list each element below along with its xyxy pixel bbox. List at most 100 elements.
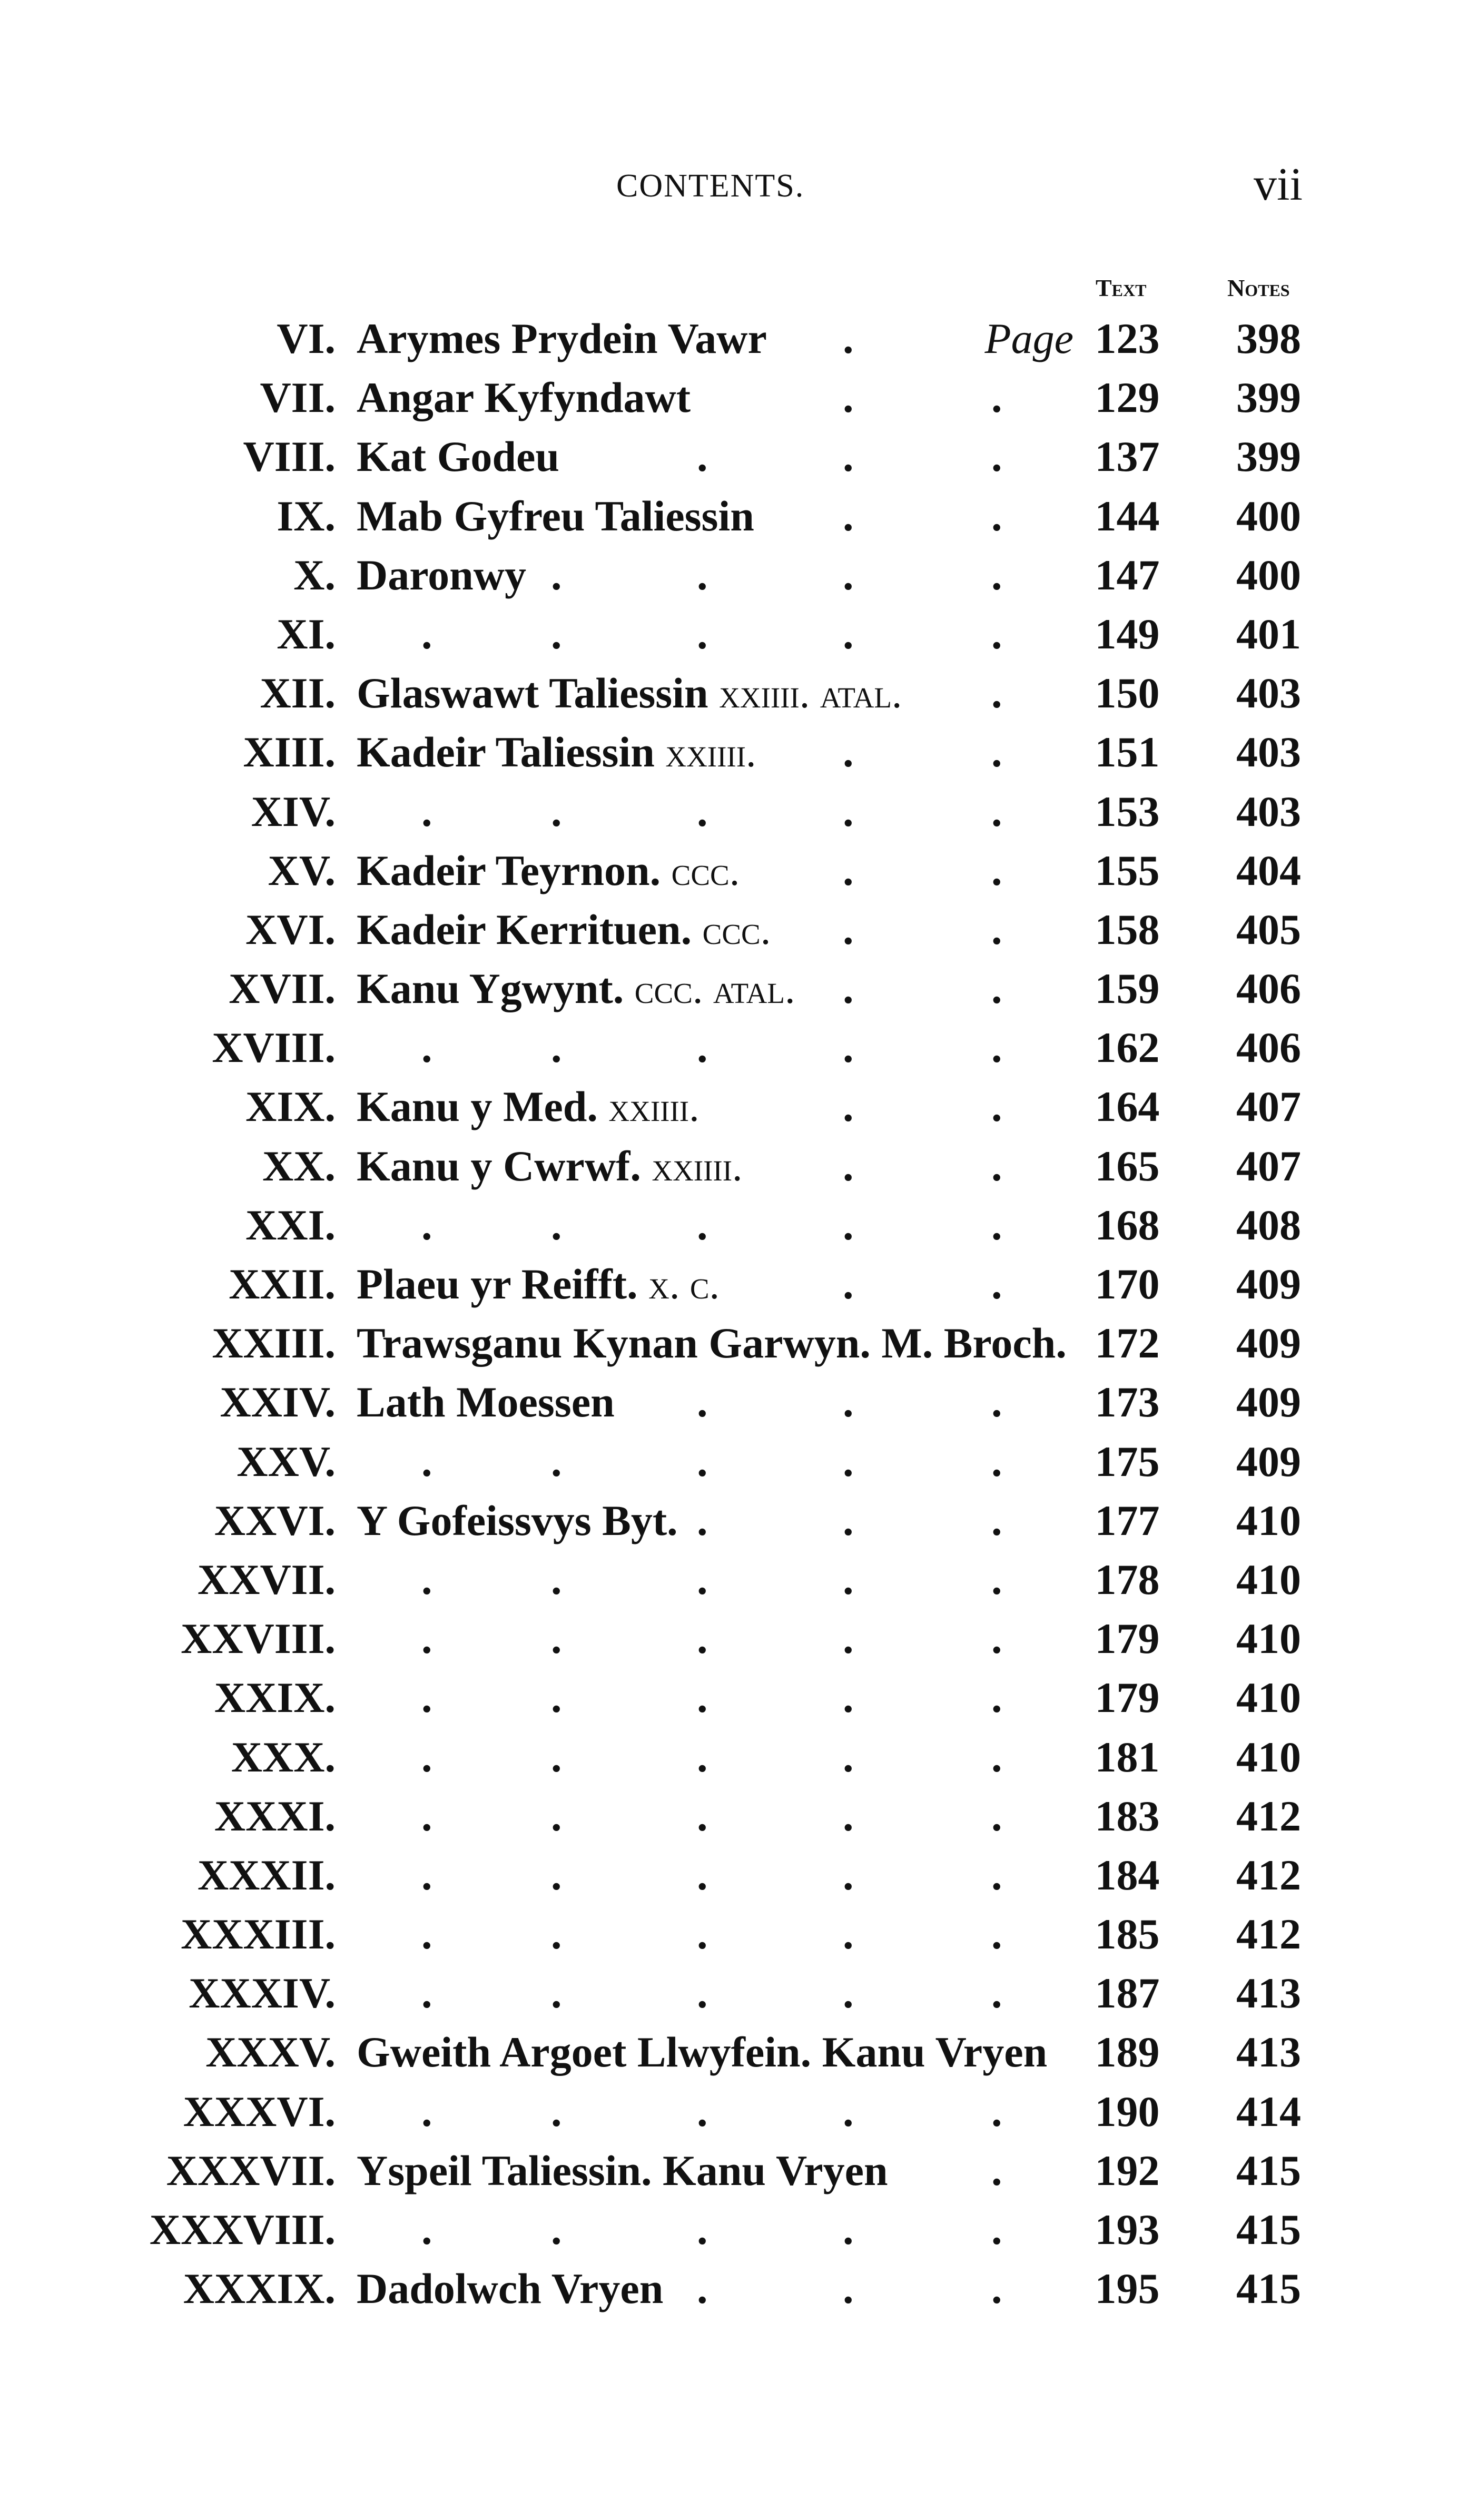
- leader-dot: .: [697, 550, 708, 599]
- text-page: 165: [1095, 1141, 1160, 1190]
- notes-page: 415: [1236, 2206, 1301, 2253]
- leader-dot: .: [843, 964, 854, 1013]
- leader-dot: .: [843, 846, 854, 894]
- leader-dot: .: [843, 787, 854, 835]
- leader-dot: .: [843, 1200, 854, 1249]
- entry-number: XXIII.: [212, 1319, 336, 1367]
- text-page: 172: [1095, 1319, 1160, 1367]
- entry-title: Arymes Prydein Vawr: [357, 309, 767, 368]
- leader-dot: .: [843, 2265, 854, 2313]
- contents-entry: XXIV. Lath Moessen 173 409...: [0, 1373, 1458, 1432]
- leader-dot: .: [551, 1023, 562, 1072]
- leader-dot: .: [697, 1969, 708, 2017]
- leader-dot: .: [697, 1791, 708, 1840]
- leader-dot: .: [991, 669, 1002, 717]
- entry-title-main: Daronwy: [357, 550, 526, 599]
- entry-title: Kadeir Kerrituen. ccc.: [357, 900, 771, 960]
- text-page: 193: [1095, 2206, 1160, 2253]
- leader-dot: .: [991, 1378, 1002, 1426]
- entry-number: XVI.: [245, 905, 336, 953]
- entry-title-main: Gweith Argoet Llwyfein. Kanu Vryen: [357, 2028, 1048, 2076]
- leader-dot: .: [991, 373, 1002, 422]
- notes-page: 403: [1236, 728, 1301, 776]
- contents-entry: XX. Kanu y Cwrwf. xxiiii. 165 407..: [0, 1137, 1458, 1196]
- contents-entry: XV. Kadeir Teyrnon. ccc. 155 404..: [0, 841, 1458, 900]
- notes-page: 400: [1236, 550, 1301, 599]
- leader-dot: .: [551, 2087, 562, 2135]
- entry-number: XXVII.: [198, 1555, 336, 1603]
- entry-number: XIII.: [243, 728, 336, 776]
- contents-entry: XVIII. 162 406.....: [0, 1018, 1458, 1077]
- contents-entry: VI. Arymes Prydein Vawr Page 123 398.: [0, 309, 1458, 368]
- entry-number: XXXI.: [214, 1791, 336, 1840]
- leader-dot: .: [991, 964, 1002, 1013]
- contents-entry: XI. 149 401.....: [0, 605, 1458, 664]
- leader-dot: .: [697, 1732, 708, 1781]
- contents-entry: XXXIII. 185 412.....: [0, 1905, 1458, 1964]
- text-page: 129: [1095, 373, 1160, 422]
- entry-title: Kadeir Teyrnon. ccc.: [357, 841, 740, 901]
- entry-number: XXIX.: [214, 1674, 336, 1722]
- notes-page: 398: [1236, 314, 1301, 362]
- notes-page: 413: [1236, 2028, 1301, 2076]
- contents-entry: XXIII. Trawsganu Kynan Garwyn. M. Broch. 1…: [0, 1314, 1458, 1373]
- notes-page: 412: [1236, 1910, 1301, 1958]
- leader-dot: .: [697, 1615, 708, 1663]
- leader-dot: .: [697, 1437, 708, 1485]
- leader-dot: .: [843, 728, 854, 776]
- entry-number: XXXIX.: [183, 2265, 336, 2313]
- notes-page: 405: [1236, 905, 1301, 953]
- leader-dot: .: [843, 1555, 854, 1603]
- entry-title: Kadeir Taliessin xxiiii.: [357, 723, 756, 782]
- entry-number: VIII.: [243, 432, 336, 481]
- leader-dot: .: [551, 1850, 562, 1899]
- leader-dot: .: [697, 609, 708, 658]
- text-page: 164: [1095, 1082, 1160, 1131]
- entry-title: Angar Kyfyndawt: [357, 368, 691, 427]
- leader-dot: .: [421, 1437, 432, 1485]
- leader-dot: .: [697, 1200, 708, 1249]
- entry-number: X.: [293, 550, 336, 599]
- leader-dot: .: [991, 2146, 1002, 2194]
- entry-title-suffix: ccc. atal.: [634, 966, 795, 1012]
- text-page: 190: [1095, 2087, 1160, 2135]
- leader-dot: .: [843, 1496, 854, 1544]
- entry-title-main: Trawsganu Kynan Garwyn. M. Broch.: [357, 1319, 1067, 1367]
- entry-title: Dadolwch Vryen: [357, 2259, 663, 2318]
- notes-page: 412: [1236, 1791, 1301, 1840]
- text-page: 179: [1095, 1674, 1160, 1722]
- leader-dot: .: [697, 1674, 708, 1722]
- contents-entry: XIV. 153 403.....: [0, 782, 1458, 841]
- notes-page: 409: [1236, 1319, 1301, 1367]
- text-page: 162: [1095, 1023, 1160, 1072]
- leader-dot: .: [551, 1615, 562, 1663]
- leader-dot: .: [991, 1910, 1002, 1958]
- leader-dot: .: [991, 1674, 1002, 1722]
- contents-entry: X. Daronwy 147 400....: [0, 546, 1458, 605]
- contents-entry: XXVIII. 179 410.....: [0, 1609, 1458, 1668]
- entry-number: XXXVII.: [166, 2146, 336, 2194]
- leader-dot: .: [551, 1910, 562, 1958]
- leader-dot: .: [551, 1555, 562, 1603]
- leader-dot: .: [551, 1437, 562, 1485]
- entry-number: XXIV.: [220, 1378, 336, 1426]
- entry-number: VII.: [260, 373, 336, 422]
- leader-dot: .: [697, 2265, 708, 2313]
- contents-entry: IX. Mab Gyfreu Taliessin 144 400..: [0, 487, 1458, 546]
- entry-title-main: Kat Godeu: [357, 432, 559, 481]
- entry-title: Trawsganu Kynan Garwyn. M. Broch.: [357, 1314, 1067, 1373]
- leader-dot: .: [843, 1674, 854, 1722]
- entry-number: XXII.: [229, 1260, 336, 1308]
- leader-dot: .: [843, 1910, 854, 1958]
- text-page: 179: [1095, 1615, 1160, 1663]
- text-page: 158: [1095, 905, 1160, 953]
- contents-entry: XXI. 168 408.....: [0, 1196, 1458, 1255]
- entry-title-main: Arymes Prydein Vawr: [357, 314, 767, 362]
- notes-page: 407: [1236, 1141, 1301, 1190]
- leader-dot: .: [843, 373, 854, 422]
- text-page: 189: [1095, 2028, 1160, 2076]
- entry-number: XI.: [277, 609, 336, 658]
- text-page: 178: [1095, 1555, 1160, 1603]
- leader-dot: .: [421, 1200, 432, 1249]
- entry-number: XXI.: [245, 1200, 336, 1249]
